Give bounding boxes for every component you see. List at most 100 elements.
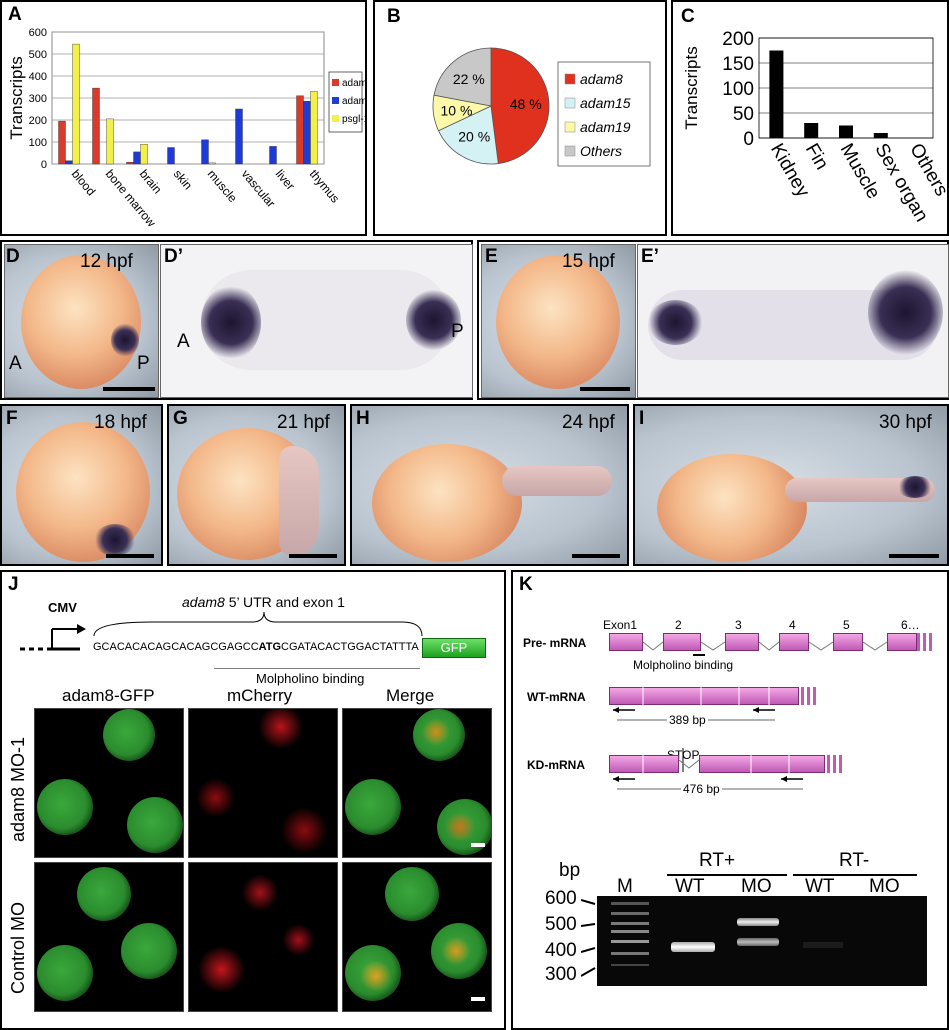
utr-label-text: 5’ UTR and exon 1 — [224, 594, 345, 610]
embryo-image-30hpf: I 30 hpf — [633, 404, 949, 566]
posterior-label: P — [137, 353, 150, 374]
marker-label: 400 — [545, 940, 577, 961]
panel-j: J CMV adam8 5’ UTR and exon 1 GCACACACAG… — [0, 570, 506, 1030]
marker-label: 600 — [545, 888, 577, 909]
bar-psgl-1 — [310, 91, 318, 165]
scale-bar — [471, 997, 485, 1001]
bar-psgl-1 — [140, 143, 148, 165]
pre-mrna-label: Pre- mRNA — [523, 636, 587, 650]
x-tick-label: vascular — [239, 167, 278, 210]
flatmount-image-15hpf — [637, 244, 949, 398]
legend-swatch — [564, 145, 576, 157]
y-tick-label: 500 — [29, 49, 47, 61]
anterior-label: A — [9, 353, 22, 374]
gfp-label: GFP — [440, 640, 468, 655]
pie-slice-adam8 — [490, 47, 550, 164]
pie-chart-adam: 48 % 20 % 10 % 22 % adam8 adam15 adam19 Others — [432, 47, 651, 167]
bar-adam10 — [167, 147, 175, 165]
panel-label: A — [8, 4, 22, 25]
panel-a: A 0 100 200 300 400 500 600 Transcripts blood bon… — [0, 0, 367, 236]
fluorescence-mcherry-mo1 — [188, 708, 338, 858]
legend-label: adam10 — [342, 96, 365, 107]
column-header: adam8-GFP — [62, 686, 155, 705]
y-tick-label: 150 — [722, 54, 754, 75]
construct-diagram — [20, 611, 423, 669]
gene-name: adam8 — [182, 594, 225, 610]
embryo-image-24hpf: H 24 hpf — [350, 404, 629, 566]
pie-slice-adam15 — [437, 105, 499, 165]
panel-label: I — [639, 408, 645, 429]
posterior-label: P — [451, 321, 464, 342]
sequence-pre: GCACACACAGCACAGCGAGCC — [93, 641, 259, 653]
rt-plus-label: RT+ — [699, 850, 736, 871]
flatmount-image-12hpf: A P — [160, 244, 473, 398]
start-codon: ATG — [258, 641, 282, 653]
panel-d: 12 hpf A P A P D D’ — [0, 240, 473, 400]
panel-label: E — [485, 246, 498, 267]
bar — [873, 133, 888, 138]
scale-bar — [471, 843, 485, 847]
x-tick-label: liver — [273, 167, 298, 193]
scale-bar — [580, 387, 630, 391]
morpholino-binding-label: Molpholino binding — [633, 658, 734, 672]
panel-label: B — [387, 6, 401, 27]
exon-label: 3 — [735, 618, 742, 632]
y-tick-label: 50 — [733, 104, 754, 125]
scale-bar — [106, 554, 154, 558]
lane-label: WT — [805, 876, 835, 897]
pie-slice-label: 20 % — [458, 128, 490, 144]
exon-label: Exon1 — [603, 618, 638, 632]
bp-label: bp — [559, 860, 581, 881]
stage-label: 24 hpf — [562, 412, 615, 433]
x-tick-label: skin — [171, 167, 195, 192]
fluorescence-merge-mo1 — [342, 708, 492, 858]
y-tick-label: 100 — [29, 137, 47, 149]
stage-label: 18 hpf — [94, 412, 147, 433]
stage-label: 12 hpf — [80, 251, 133, 272]
bar-psgl-1 — [106, 118, 114, 165]
y-tick-label: 100 — [722, 79, 754, 100]
marker-label: 300 — [545, 964, 577, 985]
y-tick-label: 0 — [743, 129, 754, 150]
kd-mrna-bar-left — [609, 755, 679, 773]
bar — [839, 125, 853, 138]
column-header: mCherry — [227, 686, 293, 705]
kd-mrna-bar-right — [699, 755, 825, 773]
stage-label: 21 hpf — [277, 412, 330, 433]
legend-swatch — [332, 79, 339, 86]
cmv-label: CMV — [48, 600, 77, 615]
rt-minus-label: RT- — [839, 850, 870, 871]
panel-label: F — [6, 408, 18, 429]
bar-adam10 — [303, 101, 311, 165]
y-tick-label: 400 — [29, 71, 47, 83]
sequence-post: CGATACACTGGACTATTTA — [281, 641, 419, 653]
rt-plus-line — [667, 874, 787, 876]
morpholino-binding-label: Molpholino binding — [256, 671, 365, 686]
kd-mrna-label: KD-mRNA — [527, 758, 585, 772]
bar-adam10 — [201, 139, 209, 165]
panel-label: D’ — [164, 246, 183, 267]
y-tick-label: 0 — [41, 159, 47, 171]
embryo-image-12hpf: 12 hpf A P — [4, 244, 159, 398]
x-tick-label: blood — [69, 167, 99, 199]
legend-label: psgl-1 — [342, 114, 365, 125]
lane-label: MO — [869, 876, 900, 897]
y-tick-label: 300 — [29, 93, 47, 105]
bar-adam10 — [133, 151, 141, 165]
bar — [769, 50, 784, 138]
scale-bar — [289, 554, 337, 558]
stage-label: 30 hpf — [879, 412, 932, 433]
lane-label: WT — [675, 876, 705, 897]
bar-psgl-1 — [72, 43, 80, 165]
bar-adam10 — [269, 146, 277, 165]
y-tick-label: 600 — [29, 27, 47, 39]
panel-k: K Pre- mRNA Exon1 2 3 4 5 6… Molpholino … — [511, 570, 949, 1030]
kd-product-size: 476 bp — [681, 782, 722, 796]
bar-adam10 — [65, 160, 73, 165]
y-axis-label: Transcripts — [682, 46, 701, 129]
y-tick-label: 200 — [722, 29, 754, 50]
panel-label: K — [519, 574, 533, 595]
embryo-image-21hpf: G 21 hpf — [167, 404, 346, 566]
bar-adam10 — [235, 108, 243, 165]
